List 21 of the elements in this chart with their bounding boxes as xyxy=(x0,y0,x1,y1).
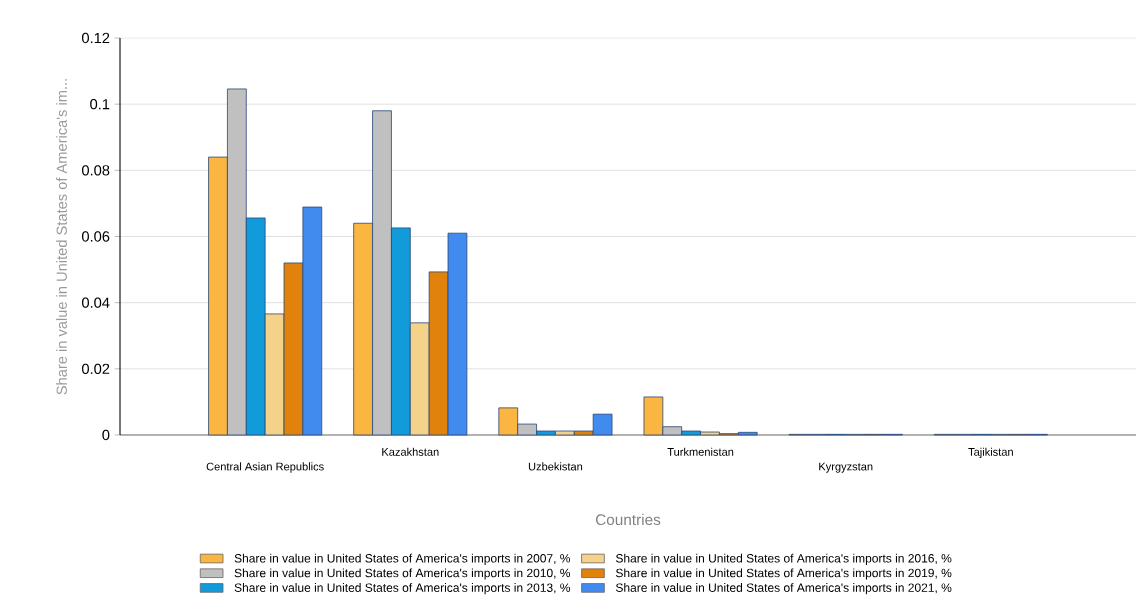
x-tick-label: Uzbekistan xyxy=(528,462,583,471)
y-axis-title: Share in value in United States of America's im... xyxy=(56,79,67,395)
y-tick-label: 0.12 xyxy=(81,32,110,44)
x-tick-label: Kyrgyzstan xyxy=(819,462,873,473)
y-tick-label: 0.06 xyxy=(81,231,110,242)
x-tick-label: Turkmenistan xyxy=(667,447,734,456)
y-tick-label: 0.02 xyxy=(81,363,110,375)
x-axis-title: Countries xyxy=(595,513,661,526)
y-tick-label: 0.08 xyxy=(81,165,110,176)
legend-label: Share in value in United States of America's imports in 2010, % xyxy=(234,568,571,580)
y-tick-label: 0 xyxy=(102,429,110,441)
legend-label: Share in value in United States of America's imports in 2016, % xyxy=(615,553,952,565)
x-tick-label: Tajikistan xyxy=(968,447,1013,459)
y-tick-label: 0.04 xyxy=(81,297,110,308)
legend-label: Share in value in United States of America's imports in 2007, % xyxy=(234,553,571,565)
legend-label: Share in value in United States of America's imports in 2019, % xyxy=(615,568,952,580)
legend-label: Share in value in United States of America's imports in 2021, % xyxy=(615,583,952,595)
x-tick-label: Kazakhstan xyxy=(382,447,439,456)
y-tick-label: 0.1 xyxy=(90,98,110,110)
legend-label: Share in value in United States of America's imports in 2013, % xyxy=(234,583,571,595)
x-tick-label: Central Asian Republics xyxy=(206,462,324,473)
